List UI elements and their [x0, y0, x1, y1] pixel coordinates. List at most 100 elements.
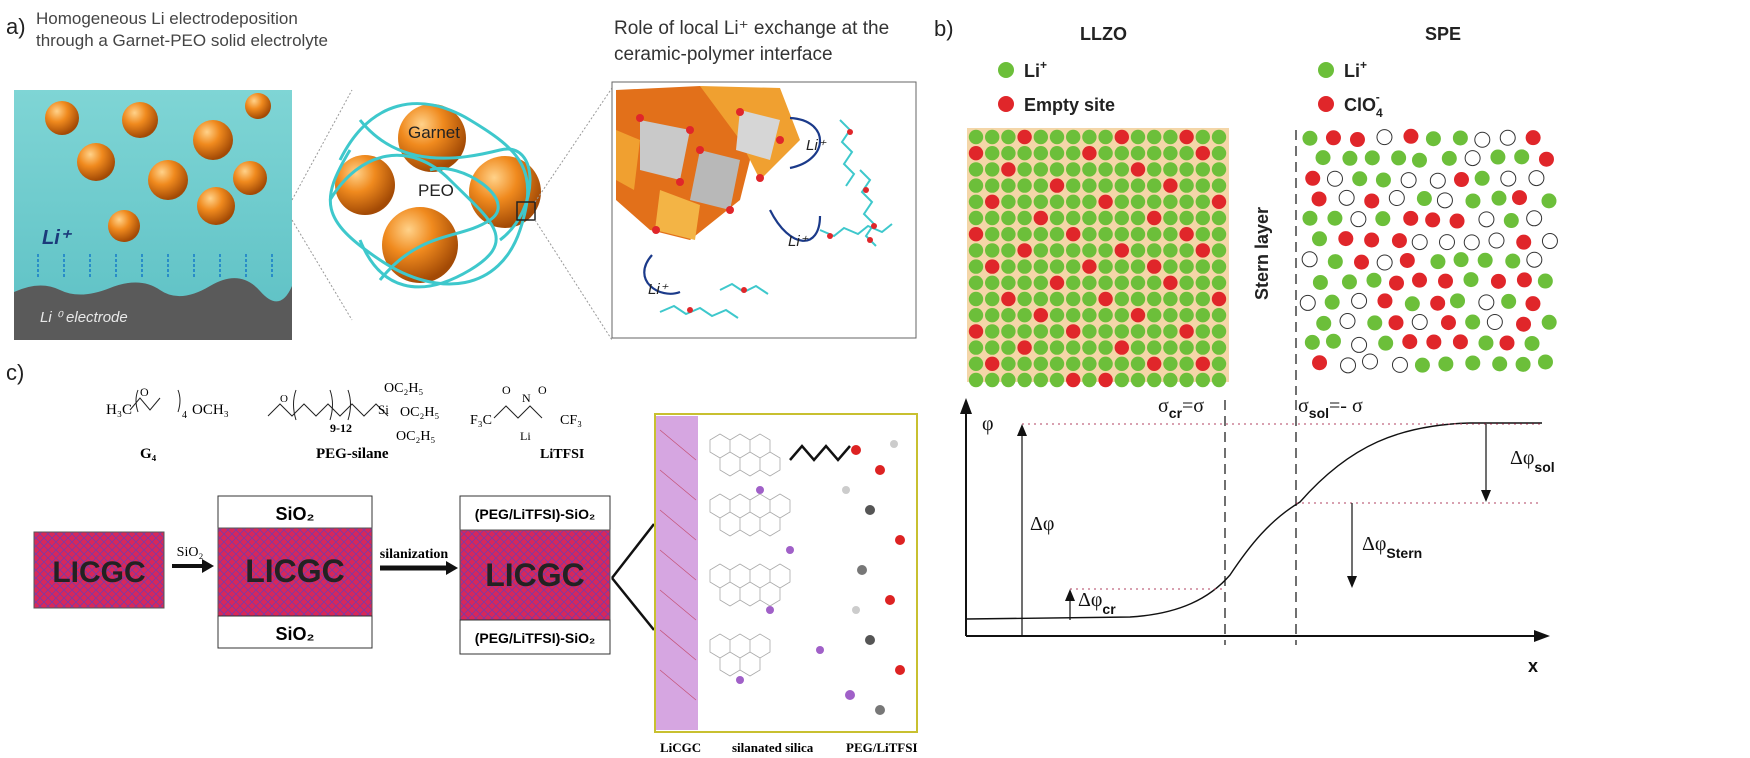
li-ion	[1491, 190, 1507, 206]
vacancy	[1350, 211, 1367, 228]
li-ion	[1304, 334, 1320, 350]
panel-a-right-title-line2: ceramic-polymer interface	[614, 44, 833, 65]
li-site	[1163, 129, 1178, 145]
li-site	[968, 210, 984, 226]
li-site	[1147, 146, 1162, 161]
svg-text:F₃C: F₃C	[470, 413, 492, 428]
li-site	[985, 324, 1000, 339]
svg-text:Si: Si	[378, 402, 389, 417]
potential-curve	[965, 422, 1542, 620]
li-site	[1195, 308, 1210, 323]
li-site	[1163, 291, 1178, 307]
li-ion	[1364, 150, 1380, 166]
li-site	[1130, 178, 1146, 193]
li-site	[968, 291, 984, 307]
li-site	[1082, 324, 1097, 339]
svg-text:Li: Li	[520, 429, 531, 443]
vacancy	[1478, 211, 1495, 228]
li-site	[1001, 194, 1016, 209]
li-site	[968, 259, 984, 274]
vacancy	[1436, 192, 1453, 209]
garnet-particles	[45, 93, 271, 242]
li-ion	[1327, 210, 1343, 226]
li-site	[968, 243, 984, 258]
svg-text:O: O	[140, 385, 149, 399]
li-ion	[1465, 355, 1481, 371]
svg-text:O: O	[280, 393, 288, 405]
li-site	[1130, 194, 1146, 209]
li-ion	[1465, 193, 1481, 209]
li-ion	[1366, 272, 1382, 288]
li-site	[1098, 275, 1113, 290]
li-site	[1049, 210, 1065, 226]
li-site	[968, 340, 984, 355]
empty-site	[1195, 356, 1210, 371]
empty-site	[1130, 308, 1146, 323]
empty-site	[1033, 308, 1048, 323]
empty-site	[1211, 291, 1227, 307]
litfsi-name: LiTFSI	[540, 447, 584, 462]
li-site	[1147, 194, 1162, 209]
li-site	[1114, 291, 1129, 307]
li-site	[1179, 194, 1194, 209]
empty-site	[985, 356, 1000, 371]
li-site	[1066, 146, 1081, 161]
spe-legend-li: Li+	[1344, 58, 1367, 81]
li-site	[1147, 324, 1162, 339]
clo4-ion	[1403, 210, 1419, 226]
li-site	[1163, 324, 1178, 339]
li-site	[1001, 243, 1016, 258]
li-site	[1179, 275, 1194, 290]
vacancy	[1339, 313, 1356, 330]
vacancy	[1528, 170, 1545, 187]
li-site	[1066, 178, 1081, 193]
svg-text:H₃C: H₃C	[106, 402, 132, 418]
clo4-ion	[1525, 296, 1541, 312]
li-ion	[1414, 357, 1430, 373]
li-site	[1001, 146, 1016, 161]
empty-site	[1049, 178, 1065, 193]
svg-text:(PEG/LiTFSI)-SiO₂: (PEG/LiTFSI)-SiO₂	[475, 506, 596, 522]
clo4-ion	[1391, 233, 1407, 249]
li-site	[1211, 324, 1227, 339]
svg-text:N: N	[522, 391, 531, 405]
li-site	[1163, 243, 1178, 258]
li-site	[1114, 178, 1129, 193]
li-ion	[1425, 131, 1441, 147]
li-site	[985, 291, 1000, 307]
clo4-ion	[1412, 272, 1428, 288]
li-site	[1114, 162, 1129, 177]
clo4-ion	[1311, 191, 1327, 207]
li-site	[968, 275, 984, 290]
li-ion	[1505, 253, 1521, 269]
electrode-label: Li ⁰ electrode	[40, 309, 128, 326]
li-site	[1098, 259, 1113, 274]
delta-phi-label: Δφ	[1030, 513, 1054, 535]
li-site	[1082, 129, 1097, 145]
li-site	[1049, 372, 1065, 388]
li-ion	[1514, 149, 1530, 165]
li-site	[1082, 227, 1097, 242]
empty-site	[968, 227, 984, 242]
li-site	[1195, 210, 1210, 226]
empty-site	[1147, 259, 1162, 274]
panel-a-left-title-line2: through a Garnet-PEO solid electrolyte	[36, 31, 328, 50]
li-ion	[1541, 193, 1557, 209]
li-site	[1179, 146, 1194, 161]
li-ion	[1325, 333, 1341, 349]
clo4-ion	[1438, 273, 1454, 289]
li-site	[985, 308, 1000, 323]
li-site	[1017, 210, 1032, 226]
li-site	[1179, 178, 1194, 193]
li-site	[968, 162, 984, 177]
vacancy	[1301, 251, 1318, 268]
li-ion	[1404, 296, 1420, 312]
empty-site	[1179, 227, 1194, 242]
li-site	[1066, 308, 1081, 323]
panel-a-right-title-line1: Role of local Li⁺ exchange at the	[614, 18, 890, 39]
li-ion	[1342, 150, 1358, 166]
li-site	[1130, 275, 1146, 290]
vacancy	[1499, 129, 1516, 146]
panel-a-right-title: Role of local Li⁺ exchange at the cerami…	[614, 16, 889, 68]
li-site	[1163, 162, 1178, 177]
